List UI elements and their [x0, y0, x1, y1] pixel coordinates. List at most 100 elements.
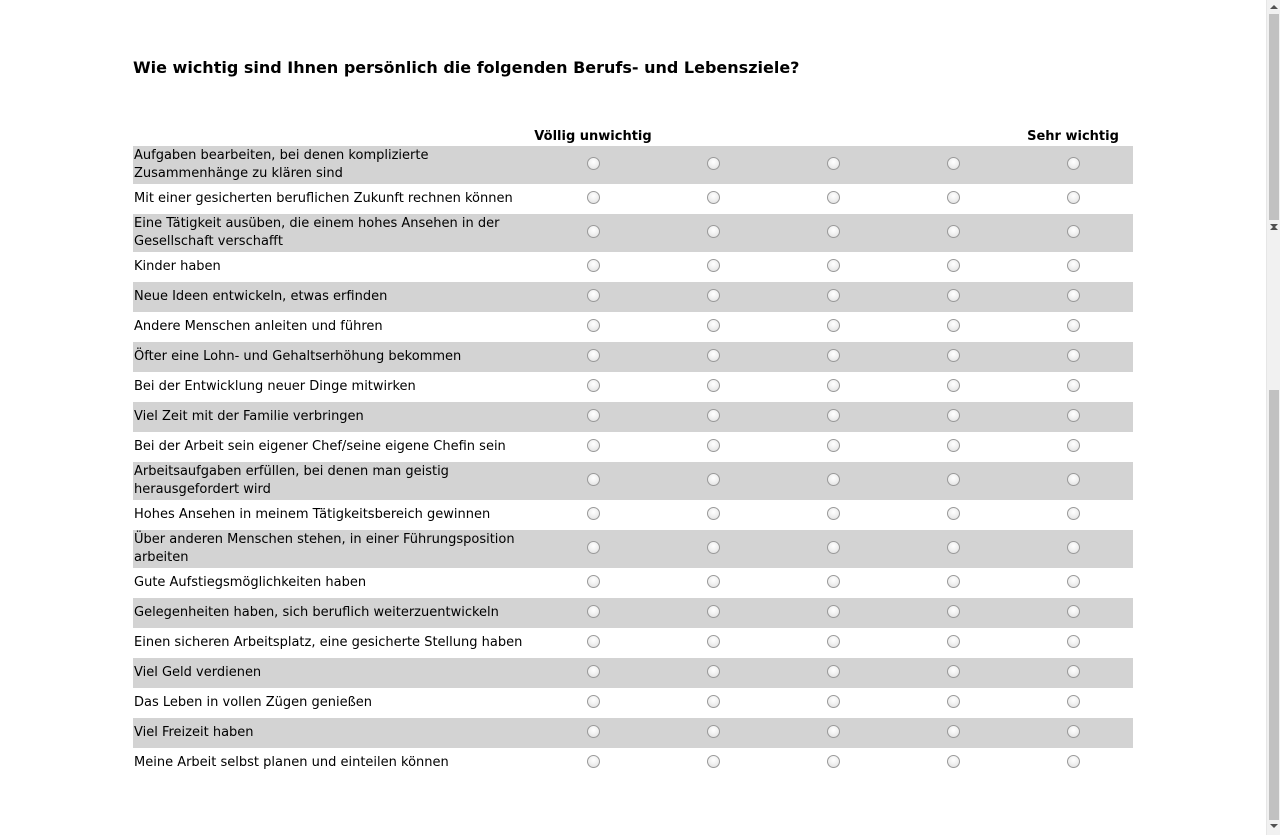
- rating-radio-2[interactable]: [707, 349, 720, 362]
- rating-radio-5[interactable]: [1067, 665, 1080, 678]
- rating-radio-4[interactable]: [947, 319, 960, 332]
- rating-radio-1[interactable]: [587, 575, 600, 588]
- rating-radio-5[interactable]: [1067, 439, 1080, 452]
- rating-radio-4[interactable]: [947, 635, 960, 648]
- rating-radio-5[interactable]: [1067, 349, 1080, 362]
- rating-radio-1[interactable]: [587, 349, 600, 362]
- rating-radio-5[interactable]: [1067, 157, 1080, 170]
- rating-radio-5[interactable]: [1067, 409, 1080, 422]
- rating-radio-3[interactable]: [827, 473, 840, 486]
- rating-radio-5[interactable]: [1067, 379, 1080, 392]
- rating-radio-5[interactable]: [1067, 605, 1080, 618]
- rating-radio-1[interactable]: [587, 755, 600, 768]
- rating-radio-3[interactable]: [827, 319, 840, 332]
- rating-radio-4[interactable]: [947, 575, 960, 588]
- rating-radio-4[interactable]: [947, 289, 960, 302]
- scrollbar-thumb-top[interactable]: [1269, 14, 1279, 220]
- rating-radio-4[interactable]: [947, 725, 960, 738]
- rating-radio-3[interactable]: [827, 541, 840, 554]
- rating-radio-1[interactable]: [587, 541, 600, 554]
- rating-radio-3[interactable]: [827, 409, 840, 422]
- rating-radio-5[interactable]: [1067, 635, 1080, 648]
- rating-radio-1[interactable]: [587, 289, 600, 302]
- rating-radio-2[interactable]: [707, 605, 720, 618]
- rating-radio-2[interactable]: [707, 507, 720, 520]
- rating-radio-3[interactable]: [827, 439, 840, 452]
- rating-radio-4[interactable]: [947, 695, 960, 708]
- rating-radio-1[interactable]: [587, 259, 600, 272]
- rating-radio-5[interactable]: [1067, 289, 1080, 302]
- rating-radio-3[interactable]: [827, 635, 840, 648]
- rating-radio-3[interactable]: [827, 725, 840, 738]
- rating-radio-5[interactable]: [1067, 575, 1080, 588]
- scroll-down-icon[interactable]: [1270, 824, 1278, 828]
- rating-radio-5[interactable]: [1067, 725, 1080, 738]
- rating-radio-1[interactable]: [587, 379, 600, 392]
- rating-radio-2[interactable]: [707, 259, 720, 272]
- rating-radio-2[interactable]: [707, 725, 720, 738]
- rating-radio-4[interactable]: [947, 755, 960, 768]
- rating-radio-4[interactable]: [947, 191, 960, 204]
- rating-radio-5[interactable]: [1067, 541, 1080, 554]
- rating-radio-1[interactable]: [587, 225, 600, 238]
- rating-radio-5[interactable]: [1067, 225, 1080, 238]
- scroll-up-icon[interactable]: [1270, 5, 1278, 9]
- rating-radio-1[interactable]: [587, 473, 600, 486]
- rating-radio-2[interactable]: [707, 439, 720, 452]
- rating-radio-3[interactable]: [827, 191, 840, 204]
- rating-radio-1[interactable]: [587, 725, 600, 738]
- rating-radio-1[interactable]: [587, 635, 600, 648]
- rating-radio-4[interactable]: [947, 665, 960, 678]
- vertical-scrollbar[interactable]: [1266, 0, 1280, 835]
- rating-radio-4[interactable]: [947, 541, 960, 554]
- rating-radio-3[interactable]: [827, 575, 840, 588]
- rating-radio-4[interactable]: [947, 225, 960, 238]
- rating-radio-1[interactable]: [587, 439, 600, 452]
- rating-radio-5[interactable]: [1067, 191, 1080, 204]
- rating-radio-3[interactable]: [827, 665, 840, 678]
- rating-radio-2[interactable]: [707, 473, 720, 486]
- rating-radio-1[interactable]: [587, 605, 600, 618]
- rating-radio-2[interactable]: [707, 665, 720, 678]
- rating-radio-3[interactable]: [827, 695, 840, 708]
- rating-radio-3[interactable]: [827, 605, 840, 618]
- rating-radio-4[interactable]: [947, 507, 960, 520]
- rating-radio-3[interactable]: [827, 755, 840, 768]
- rating-radio-5[interactable]: [1067, 507, 1080, 520]
- rating-radio-4[interactable]: [947, 409, 960, 422]
- rating-radio-4[interactable]: [947, 439, 960, 452]
- rating-radio-4[interactable]: [947, 259, 960, 272]
- rating-radio-2[interactable]: [707, 225, 720, 238]
- rating-radio-2[interactable]: [707, 379, 720, 392]
- rating-radio-2[interactable]: [707, 409, 720, 422]
- rating-radio-1[interactable]: [587, 319, 600, 332]
- rating-radio-2[interactable]: [707, 319, 720, 332]
- rating-radio-2[interactable]: [707, 157, 720, 170]
- rating-radio-2[interactable]: [707, 289, 720, 302]
- rating-radio-1[interactable]: [587, 695, 600, 708]
- rating-radio-3[interactable]: [827, 289, 840, 302]
- rating-radio-3[interactable]: [827, 379, 840, 392]
- rating-radio-5[interactable]: [1067, 319, 1080, 332]
- rating-radio-3[interactable]: [827, 225, 840, 238]
- rating-radio-3[interactable]: [827, 349, 840, 362]
- rating-radio-2[interactable]: [707, 635, 720, 648]
- rating-radio-1[interactable]: [587, 157, 600, 170]
- rating-radio-1[interactable]: [587, 409, 600, 422]
- rating-radio-1[interactable]: [587, 665, 600, 678]
- rating-radio-2[interactable]: [707, 575, 720, 588]
- rating-radio-1[interactable]: [587, 507, 600, 520]
- rating-radio-5[interactable]: [1067, 755, 1080, 768]
- rating-radio-3[interactable]: [827, 157, 840, 170]
- rating-radio-2[interactable]: [707, 755, 720, 768]
- rating-radio-4[interactable]: [947, 349, 960, 362]
- rating-radio-4[interactable]: [947, 157, 960, 170]
- rating-radio-2[interactable]: [707, 541, 720, 554]
- scroll-up-icon[interactable]: [1270, 226, 1278, 230]
- rating-radio-1[interactable]: [587, 191, 600, 204]
- rating-radio-4[interactable]: [947, 605, 960, 618]
- rating-radio-3[interactable]: [827, 507, 840, 520]
- rating-radio-4[interactable]: [947, 473, 960, 486]
- rating-radio-5[interactable]: [1067, 259, 1080, 272]
- rating-radio-5[interactable]: [1067, 473, 1080, 486]
